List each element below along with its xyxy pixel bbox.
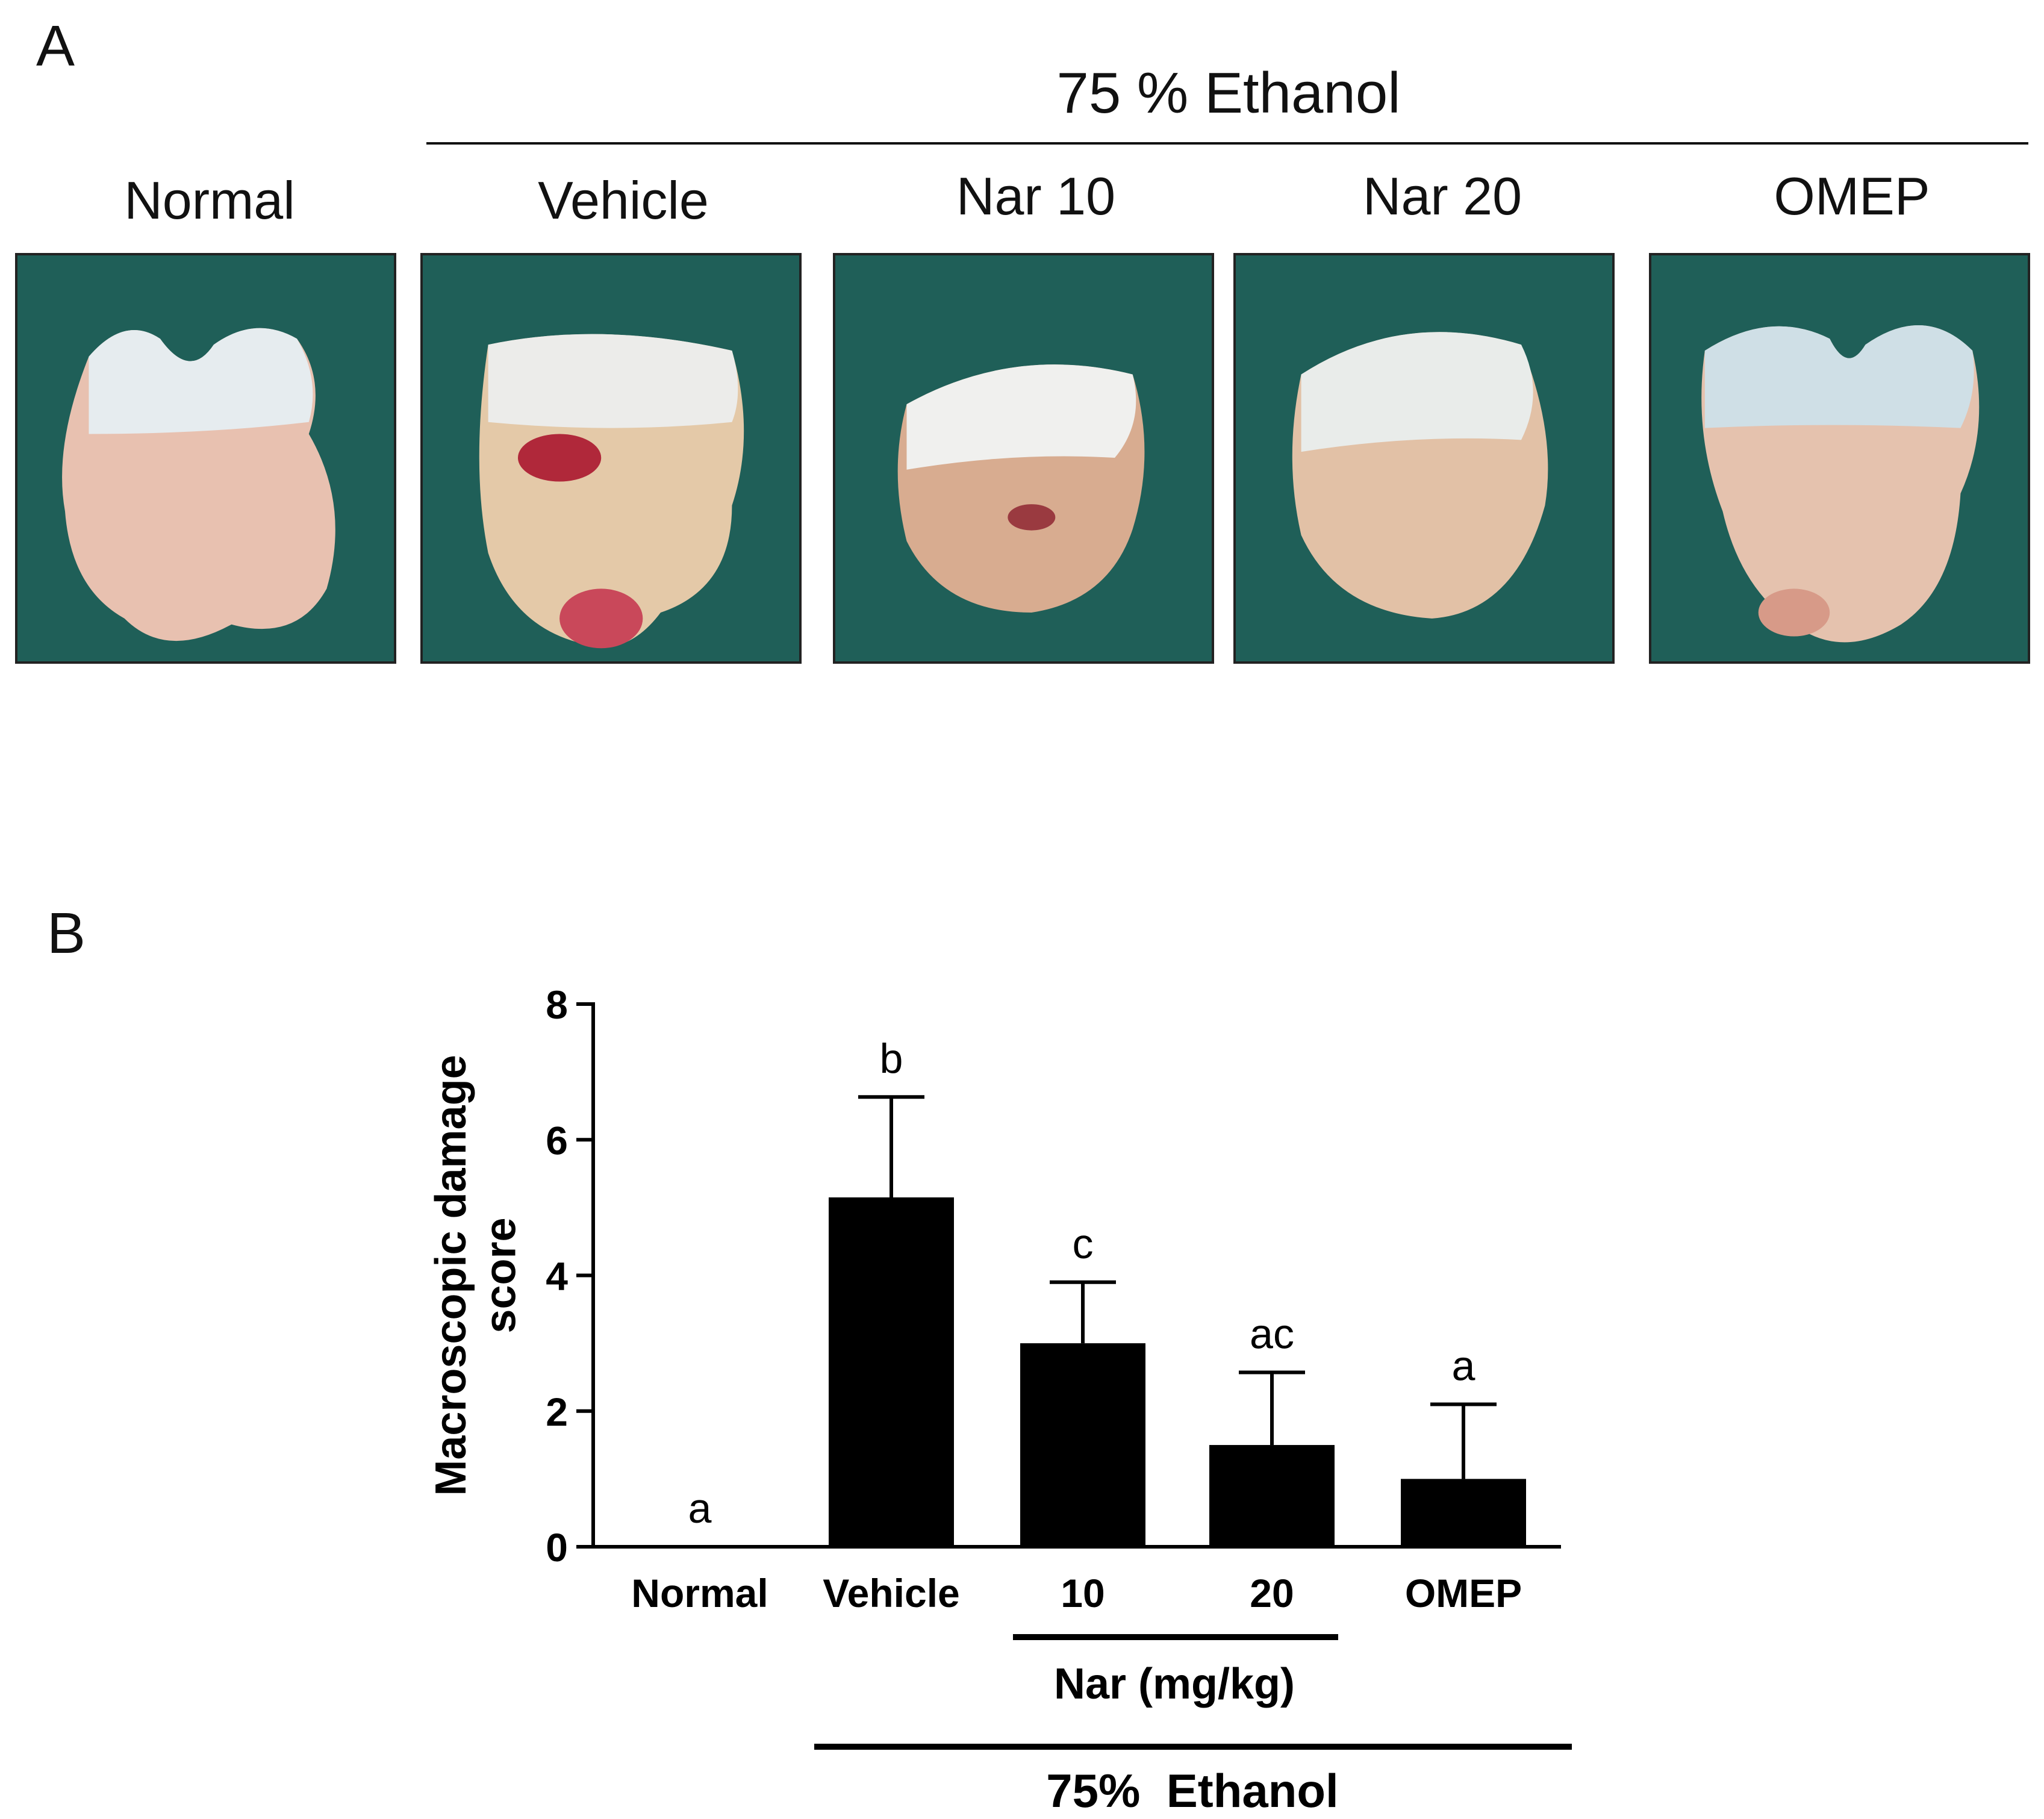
y-axis-title-line-1: Macroscopic damage [427, 1055, 475, 1496]
bar-vehicle [829, 1197, 954, 1547]
col-label-nar20: Nar 20 [1362, 166, 1522, 226]
stomach-photo-normal [15, 253, 396, 664]
y-tick-label: 6 [546, 1118, 568, 1162]
significance-letter: c [1073, 1220, 1094, 1267]
significance-letter: a [1452, 1342, 1475, 1389]
stomach-photo-nar20 [1233, 253, 1615, 664]
stomach-photo-omep [1649, 253, 2030, 664]
y-tick-label: 4 [546, 1254, 568, 1299]
stomach-photo-nar10 [833, 253, 1214, 664]
x-tick-label: Normal [631, 1571, 768, 1615]
y-axis-title-line-2: score [477, 1217, 525, 1333]
col-label-omep: OMEP [1774, 166, 1930, 226]
significance-letter: ac [1250, 1311, 1294, 1358]
col-label-vehicle: Vehicle [538, 170, 709, 230]
bar-omep [1401, 1479, 1526, 1547]
nar-group-label: Nar (mg/kg) [1054, 1660, 1295, 1708]
significance-letter: a [688, 1485, 712, 1532]
y-tick-label: 0 [546, 1525, 568, 1570]
significance-letter: b [880, 1035, 903, 1082]
x-tick-label: 10 [1061, 1571, 1105, 1615]
panel-b-letter: B [47, 901, 86, 966]
stomach-photo-vehicle [420, 253, 802, 664]
panel-a-letter: A [36, 14, 75, 78]
ethanol-group-label: 75% Ethanol [1046, 1764, 1338, 1817]
x-tick-label: OMEP [1405, 1571, 1522, 1615]
bar-20 [1209, 1445, 1335, 1547]
panel-a-group-title: 75 % Ethanol [1056, 61, 1401, 125]
y-tick-label: 2 [546, 1390, 568, 1434]
y-axis-title: Macroscopic damagescore [427, 1055, 525, 1496]
bar-10 [1020, 1343, 1145, 1547]
col-label-nar10: Nar 10 [956, 166, 1116, 226]
x-tick-label: 20 [1250, 1571, 1294, 1615]
y-tick-label: 8 [546, 982, 568, 1027]
x-tick-label: Vehicle [823, 1571, 960, 1615]
col-label-normal: Normal [124, 170, 295, 230]
panel-a-group-line [426, 142, 2028, 145]
